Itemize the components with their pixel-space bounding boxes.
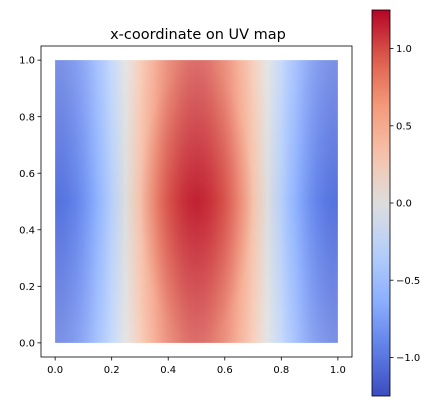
plot-frame (40, 45, 353, 358)
x-axis: 0.0 0.2 0.4 0.6 0.8 1.0 (47, 357, 346, 376)
colorbar-tick-label: 0.0 (396, 199, 412, 210)
chart-title: x-coordinate on UV map (110, 27, 286, 43)
plot-area: 0.0 0.2 0.4 0.6 0.8 1.0 0.0 0.2 0.4 0.6 0.8 1.0 (19, 45, 353, 376)
colorbar-tick-label: 0.5 (396, 121, 412, 132)
colorbar-axis: −1.0 −0.5 0.0 0.5 1.0 (390, 44, 420, 364)
x-tick-label: 0.4 (160, 365, 176, 376)
y-tick-label: 1.0 (19, 56, 35, 67)
x-tick-label: 0.0 (47, 365, 63, 376)
y-tick-label: 0.8 (19, 112, 35, 123)
colorbar-tick-label: −1.0 (396, 353, 420, 364)
y-tick-label: 0.4 (19, 225, 35, 236)
y-tick-label: 0.2 (19, 282, 35, 293)
heatmap-vertical-shading (55, 60, 338, 343)
colorbar-tick-label: 1.0 (396, 44, 412, 55)
x-tick-label: 0.6 (217, 365, 233, 376)
x-tick-label: 1.0 (330, 365, 346, 376)
colorbar: −1.0 −0.5 0.0 0.5 1.0 (371, 9, 420, 397)
y-tick-label: 0.6 (19, 169, 35, 180)
x-tick-label: 0.8 (273, 365, 289, 376)
y-axis: 0.0 0.2 0.4 0.6 0.8 1.0 (19, 56, 41, 349)
y-tick-label: 0.0 (19, 338, 35, 349)
colorbar-tick-label: −0.5 (396, 276, 420, 287)
x-tick-label: 0.2 (104, 365, 120, 376)
colorbar-bar (372, 10, 390, 396)
